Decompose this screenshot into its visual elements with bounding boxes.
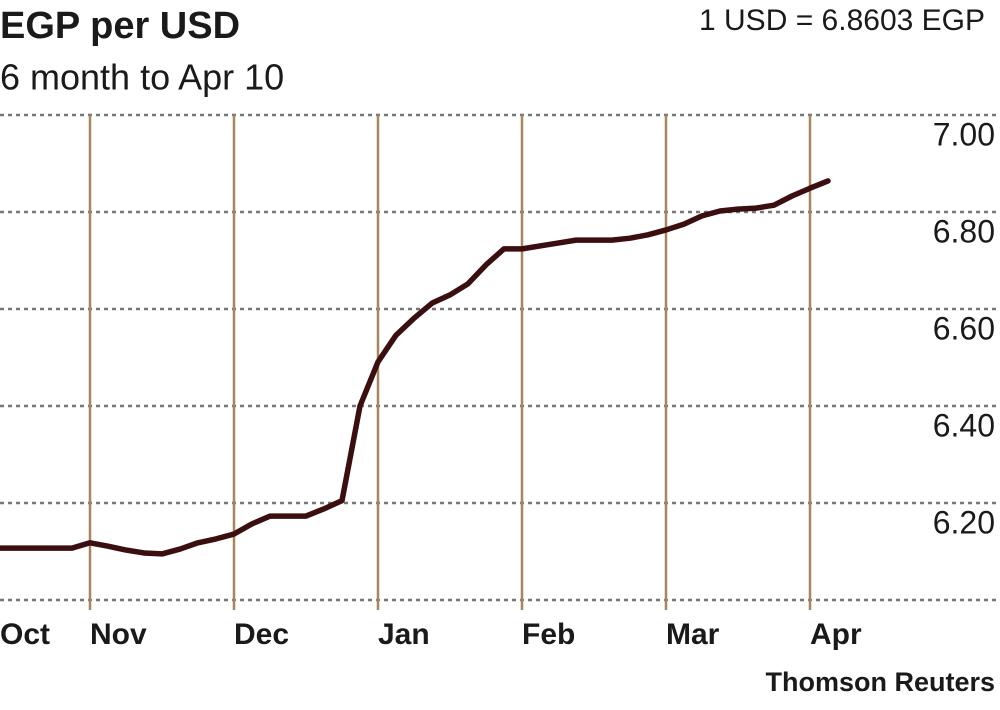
y-tick-label: 6.60	[933, 310, 995, 346]
chart-subtitle: 6 month to Apr 10	[0, 57, 284, 98]
x-tick-label: Mar	[666, 618, 720, 651]
y-tick-label: 6.80	[933, 213, 995, 249]
x-tick-label: Apr	[810, 618, 862, 651]
y-tick-label: 7.00	[933, 116, 995, 152]
y-tick-label: 6.40	[933, 407, 995, 443]
x-tick-label: Feb	[522, 618, 575, 651]
y-tick-label: 6.20	[933, 504, 995, 540]
x-tick-label: Jan	[378, 618, 430, 651]
line	[0, 178, 831, 557]
x-tick-label: Oct	[0, 618, 50, 651]
chart-title: EGP per USD	[0, 5, 240, 47]
source: Thomson Reuters	[765, 667, 995, 697]
x-tick-label: Dec	[234, 618, 289, 651]
annotation: 1 USD = 6.8603 EGP	[699, 4, 985, 37]
x-tick-label: Nov	[90, 618, 147, 651]
